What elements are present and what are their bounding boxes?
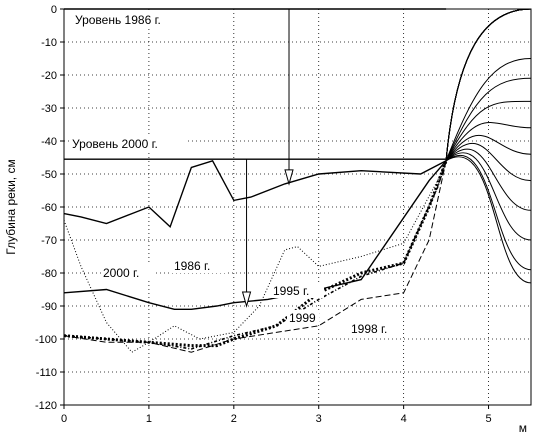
series-label-bg bbox=[101, 265, 154, 280]
bank-contour-line bbox=[445, 8, 532, 284]
series-label-bg bbox=[172, 258, 225, 273]
series-label-bg bbox=[349, 321, 402, 336]
arrow-head-1 bbox=[241, 291, 252, 308]
y-tick-label: -90 bbox=[41, 301, 57, 313]
series-line-4 bbox=[63, 160, 447, 350]
y-tick-label: -30 bbox=[41, 103, 57, 115]
y-tick-label: -20 bbox=[41, 70, 57, 82]
y-axis-label: Глубина реки, см bbox=[4, 159, 18, 254]
y-tick-label: -40 bbox=[41, 136, 57, 148]
series-label-4: 1999 bbox=[289, 311, 316, 325]
x-tick-label: 1 bbox=[146, 413, 152, 425]
y-tick-label: -60 bbox=[41, 202, 57, 214]
plot-background bbox=[64, 9, 531, 405]
y-tick-label: -10 bbox=[41, 37, 57, 49]
series-line-3 bbox=[63, 160, 448, 348]
series-line-0 bbox=[63, 160, 447, 310]
y-tick-label: 0 bbox=[51, 4, 57, 16]
y-tick-label: -120 bbox=[35, 400, 57, 412]
y-tick-label: -70 bbox=[41, 235, 57, 247]
x-axis-label: м bbox=[519, 421, 527, 435]
series-label-2: 1986 г. bbox=[174, 259, 210, 273]
arrow-head-0 bbox=[284, 169, 294, 186]
y-tick-label: -50 bbox=[41, 169, 57, 181]
y-tick-label: -100 bbox=[35, 334, 57, 346]
level-label-bg bbox=[73, 12, 191, 28]
series-label-0: 2000 г. bbox=[103, 266, 139, 280]
level-label-0: Уровень 1986 г. bbox=[75, 13, 161, 27]
x-tick-label: 3 bbox=[316, 413, 322, 425]
series-line-5 bbox=[63, 160, 447, 353]
level-label-bg bbox=[70, 136, 188, 152]
level-label-1: Уровень 2000 г. bbox=[72, 137, 158, 151]
y-tick-label: -80 bbox=[41, 268, 57, 280]
y-tick-label: -110 bbox=[36, 367, 57, 379]
x-tick-label: 4 bbox=[401, 413, 407, 425]
x-tick-label: 5 bbox=[485, 413, 491, 425]
series-label-3: 1995 г. bbox=[273, 284, 309, 298]
series-label-5: 1998 г. bbox=[351, 322, 387, 336]
series-label-bg bbox=[271, 283, 324, 298]
series-line-1 bbox=[63, 159, 447, 229]
series-label-bg bbox=[287, 310, 319, 325]
x-tick-label: 0 bbox=[61, 413, 67, 425]
x-tick-label: 2 bbox=[231, 413, 237, 425]
